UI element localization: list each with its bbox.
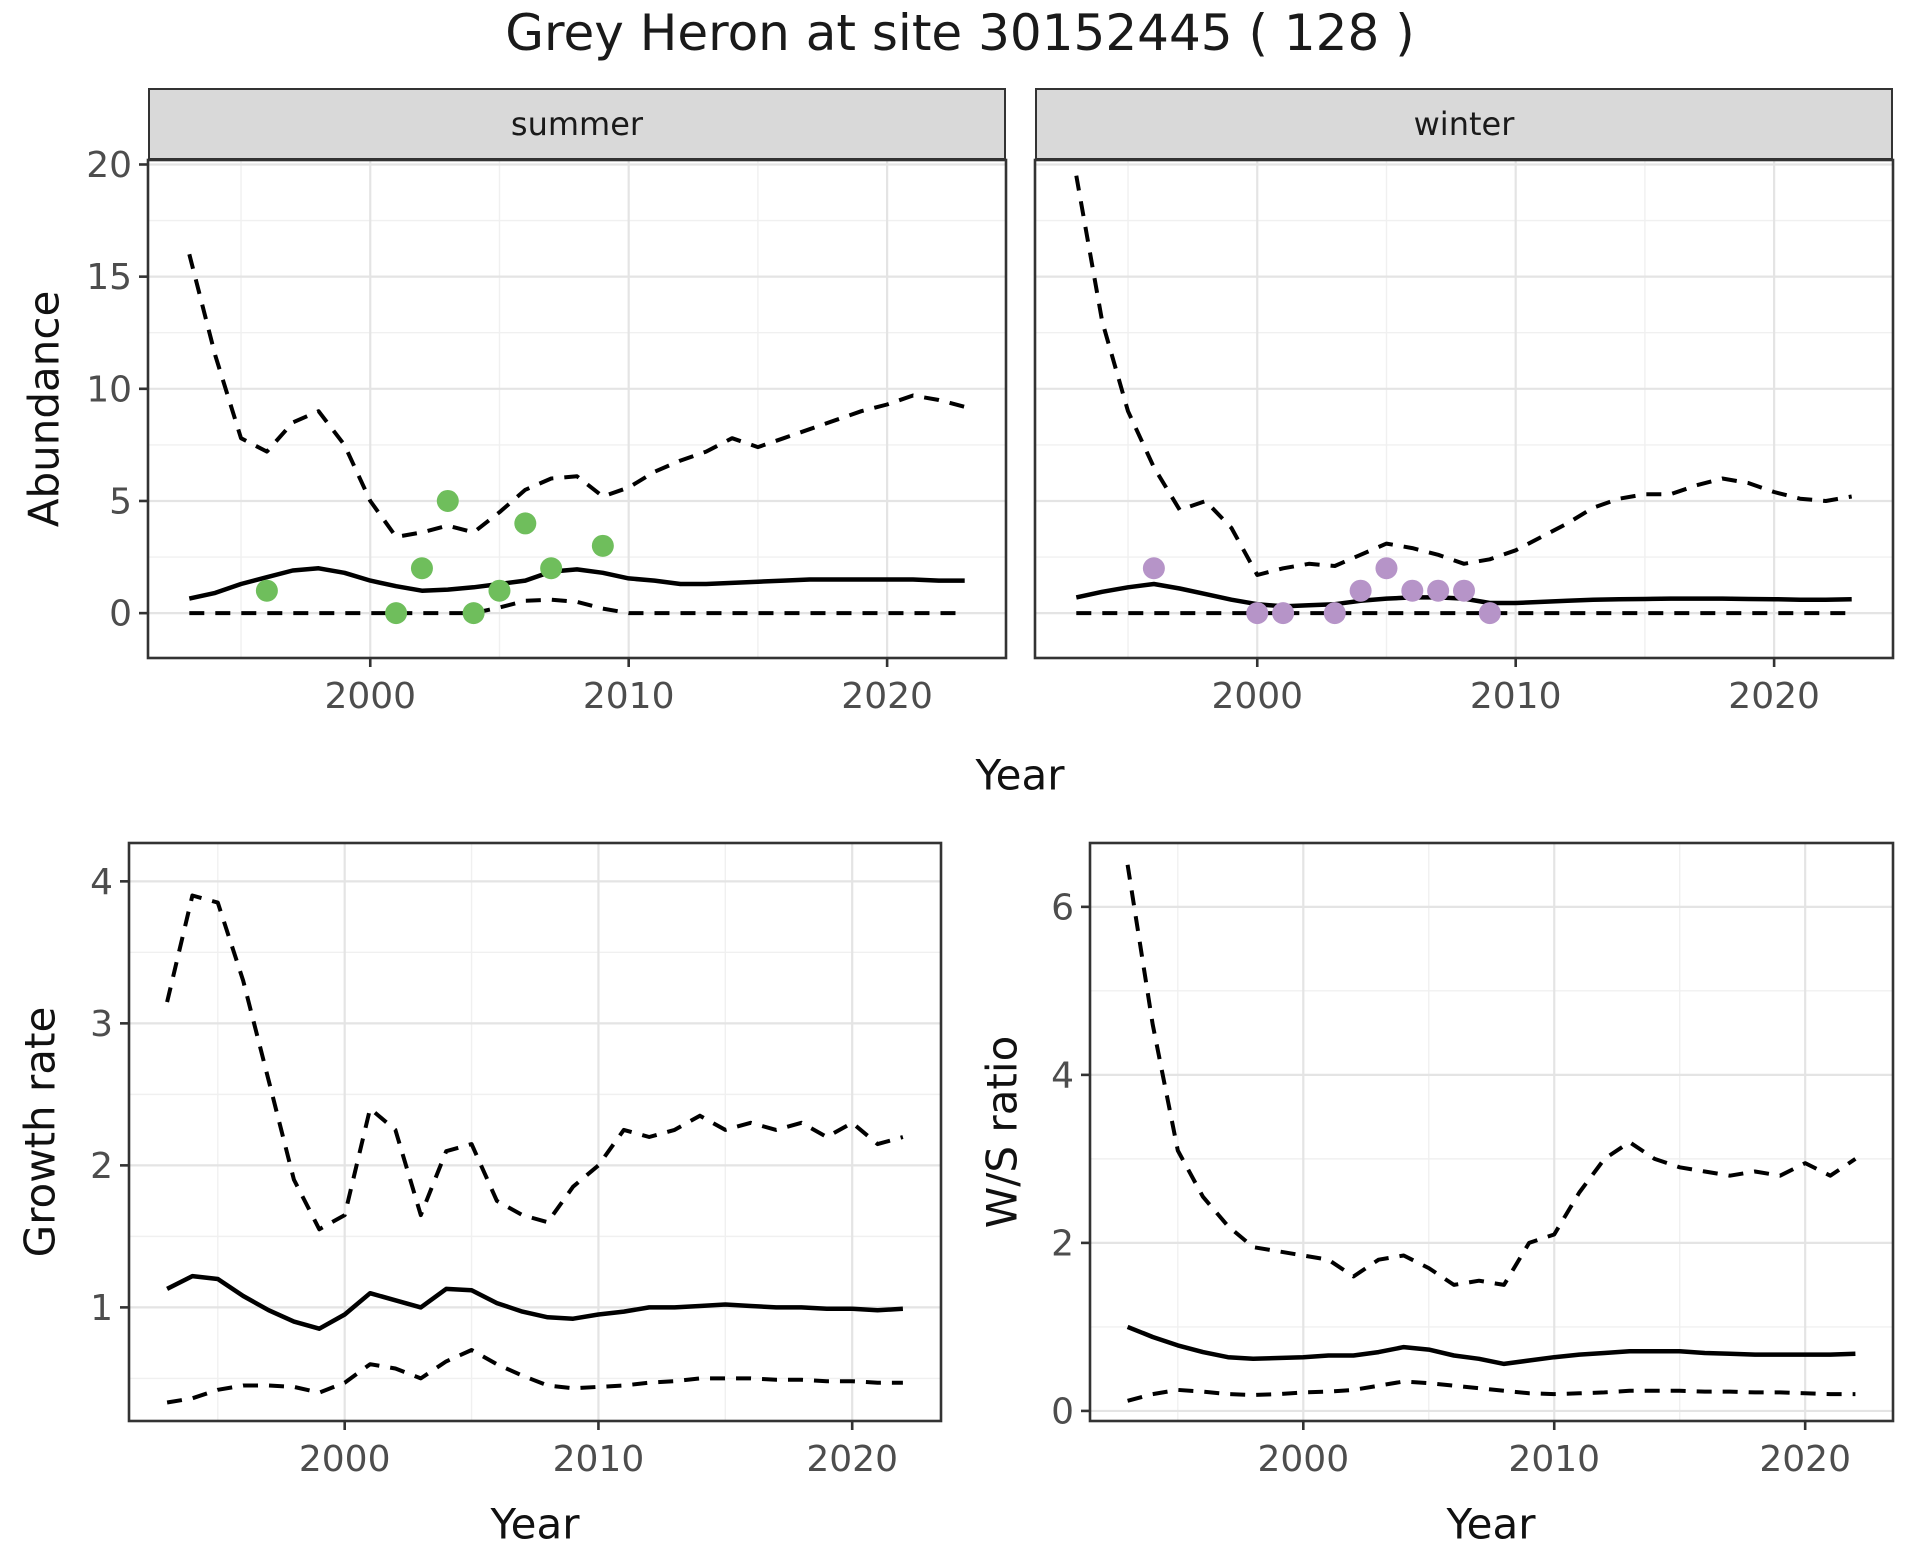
summer-observation-point: [488, 579, 511, 602]
winter-x-tick-label: 2020: [1728, 676, 1820, 717]
summer-observation-point: [385, 602, 408, 625]
facet-label-summer: summer: [510, 105, 644, 143]
winter-observation-point: [1478, 602, 1501, 625]
growth-y-tick-label: 1: [90, 1288, 113, 1329]
facet-strip-winter: winter: [1035, 88, 1893, 160]
summer-x-tick-label: 2000: [324, 676, 416, 717]
facet-label-winter: winter: [1413, 105, 1515, 143]
growth-upper-ci-line: [165, 893, 904, 1232]
winter-panel-background: [1035, 160, 1893, 658]
growth-rate-axis-label: Growth rate: [15, 1006, 65, 1258]
winter-observation-point: [1349, 579, 1372, 602]
ws-upper-ci-line: [1125, 864, 1857, 1287]
growth-y-tick-label: 3: [90, 1004, 113, 1045]
summer-panel-border: [146, 158, 1008, 660]
winter-observation-point: [1401, 579, 1424, 602]
winter-observation-point: [1246, 602, 1269, 625]
summer-x-tick-label: 2010: [583, 676, 675, 717]
summer-upper-ci-line: [187, 253, 966, 539]
year-axis-label-top: Year: [975, 750, 1065, 800]
ws-ratio-axis-label: W/S ratio: [977, 1035, 1027, 1229]
ws-panel-border: [1088, 841, 1895, 1423]
ws-lower-ci-line: [1127, 1379, 1856, 1403]
summer-y-tick-label: 15: [86, 257, 132, 298]
summer-observation-point: [255, 579, 278, 602]
chart-title: Grey Heron at site 30152445 ( 128 ): [505, 4, 1415, 62]
summer-observation-point: [540, 557, 563, 580]
growth-x-tick-label: 2020: [806, 1439, 898, 1480]
abundance-axis-label: Abundance: [19, 290, 69, 528]
winter-observation-point: [1453, 579, 1475, 602]
ws-median-line: [1126, 1324, 1856, 1367]
growth-x-tick-label: 2010: [553, 1439, 645, 1480]
summer-observation-point: [436, 489, 459, 512]
winter-observation-point: [1142, 557, 1165, 580]
summer-observation-point: [462, 602, 485, 625]
ws-y-tick-label: 0: [1051, 1392, 1074, 1433]
facet-strip-summer: summer: [148, 88, 1006, 160]
summer-median-line: [188, 566, 965, 601]
ws-x-tick-label: 2020: [1759, 1439, 1851, 1480]
winter-observation-point: [1427, 579, 1450, 602]
growth-lower-ci-line: [166, 1348, 903, 1405]
growth-panel-border: [127, 841, 943, 1423]
ws-x-tick-label: 2010: [1508, 1439, 1600, 1480]
year-axis-label-bottom-right: Year: [1446, 1499, 1536, 1549]
summer-y-tick-label: 10: [86, 369, 132, 410]
ws-panel-background: [1090, 843, 1893, 1421]
ws-y-tick-label: 2: [1051, 1223, 1074, 1264]
summer-y-tick-label: 5: [109, 482, 132, 523]
growth-panel-background: [129, 843, 941, 1421]
winter-x-tick-label: 2010: [1470, 676, 1562, 717]
year-axis-label-bottom-left: Year: [490, 1499, 580, 1549]
summer-x-tick-label: 2020: [841, 676, 933, 717]
growth-y-tick-label: 2: [90, 1146, 113, 1187]
summer-observation-point: [410, 557, 433, 580]
winter-observation-point: [1323, 602, 1346, 625]
winter-observation-point: [1375, 557, 1398, 580]
winter-panel-border: [1033, 158, 1895, 660]
growth-y-tick-label: 4: [90, 862, 113, 903]
winter-x-tick-label: 2000: [1211, 676, 1303, 717]
winter-observation-point: [1272, 602, 1295, 625]
summer-y-tick-label: 20: [86, 145, 132, 186]
summer-y-tick-label: 0: [109, 594, 132, 635]
ws-y-tick-label: 4: [1051, 1055, 1074, 1096]
summer-observation-point: [591, 534, 614, 557]
summer-observation-point: [514, 512, 537, 535]
winter-upper-ci-line: [1074, 175, 1853, 577]
growth-median-line: [166, 1273, 904, 1331]
ws-y-tick-label: 6: [1051, 887, 1074, 928]
ws-x-tick-label: 2000: [1257, 1439, 1349, 1480]
growth-x-tick-label: 2000: [299, 1439, 391, 1480]
